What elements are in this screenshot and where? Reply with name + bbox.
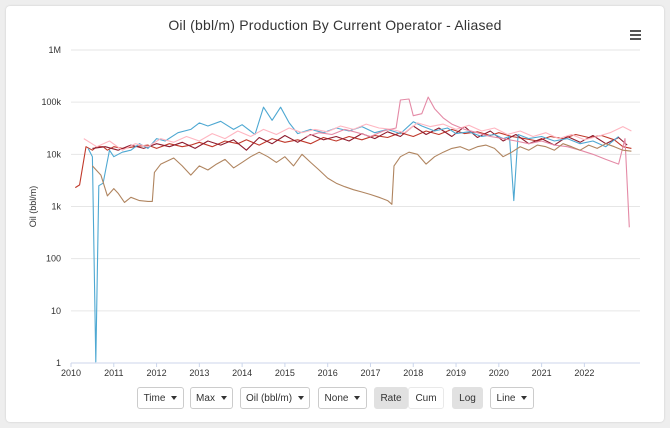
- log-scale-toggle[interactable]: Log: [452, 387, 483, 409]
- y-tick-label: 1: [56, 358, 61, 368]
- x-tick-label: 2019: [446, 368, 466, 378]
- x-tick-label: 2020: [489, 368, 509, 378]
- chevron-down-icon: [171, 396, 178, 401]
- rate-toggle[interactable]: Rate: [374, 387, 408, 409]
- x-tick-label: 2011: [104, 368, 123, 378]
- x-tick-label: 2018: [403, 368, 423, 378]
- time-dropdown[interactable]: Time: [137, 387, 184, 409]
- y-tick-label: 1k: [51, 202, 61, 212]
- chevron-down-icon: [220, 396, 227, 401]
- y-axis-label: Oil (bbl/m): [28, 186, 38, 228]
- chart-title: Oil (bbl/m) Production By Current Operat…: [168, 17, 502, 33]
- y-tick-label: 10k: [46, 149, 61, 159]
- chevron-down-icon: [354, 396, 361, 401]
- chart-area: 1 10 100 1k 10k 100k 1M 2010 2011 2012 2013 2014 201…: [28, 45, 640, 378]
- time-dropdown-label: Time: [143, 393, 166, 404]
- cum-toggle[interactable]: Cum: [408, 387, 444, 409]
- x-tick-label: 2021: [532, 368, 552, 378]
- x-tick-label: 2012: [147, 368, 167, 378]
- product-dropdown-label: Oil (bbl/m): [245, 393, 293, 404]
- range-dropdown-label: Max: [196, 393, 215, 404]
- x-tick-label: 2014: [232, 368, 252, 378]
- x-tick-label: 2016: [318, 368, 338, 378]
- cum-toggle-label: Cum: [415, 393, 437, 404]
- hamburger-menu-icon[interactable]: [630, 28, 644, 40]
- log-scale-toggle-label: Log: [459, 393, 476, 404]
- y-tick-label: 100k: [41, 97, 61, 107]
- x-tick-label: 2013: [189, 368, 209, 378]
- chevron-down-icon: [298, 396, 305, 401]
- line-style-dropdown[interactable]: Line: [490, 387, 534, 409]
- series-line-6: [91, 143, 632, 205]
- series-line-4: [83, 122, 632, 151]
- grouping-dropdown[interactable]: None: [318, 387, 367, 409]
- series-line-5: [306, 96, 630, 228]
- range-dropdown[interactable]: Max: [190, 387, 233, 409]
- grouping-dropdown-label: None: [324, 393, 349, 404]
- product-dropdown[interactable]: Oil (bbl/m): [240, 387, 310, 409]
- x-tick-label: 2010: [61, 368, 81, 378]
- x-tick-label: 2022: [574, 368, 594, 378]
- line-style-dropdown-label: Line: [496, 393, 516, 404]
- chart-card: [6, 6, 664, 422]
- chart-controls: Time Max Oil (bbl/m) None Rate Cum Log L…: [0, 387, 670, 411]
- y-tick-label: 10: [51, 306, 61, 316]
- x-tick-label: 2017: [360, 368, 380, 378]
- chevron-down-icon: [521, 396, 528, 401]
- x-tick-label: 2015: [275, 368, 295, 378]
- rate-toggle-label: Rate: [380, 393, 402, 404]
- y-tick-label: 1M: [48, 45, 61, 55]
- y-tick-label: 100: [46, 254, 61, 264]
